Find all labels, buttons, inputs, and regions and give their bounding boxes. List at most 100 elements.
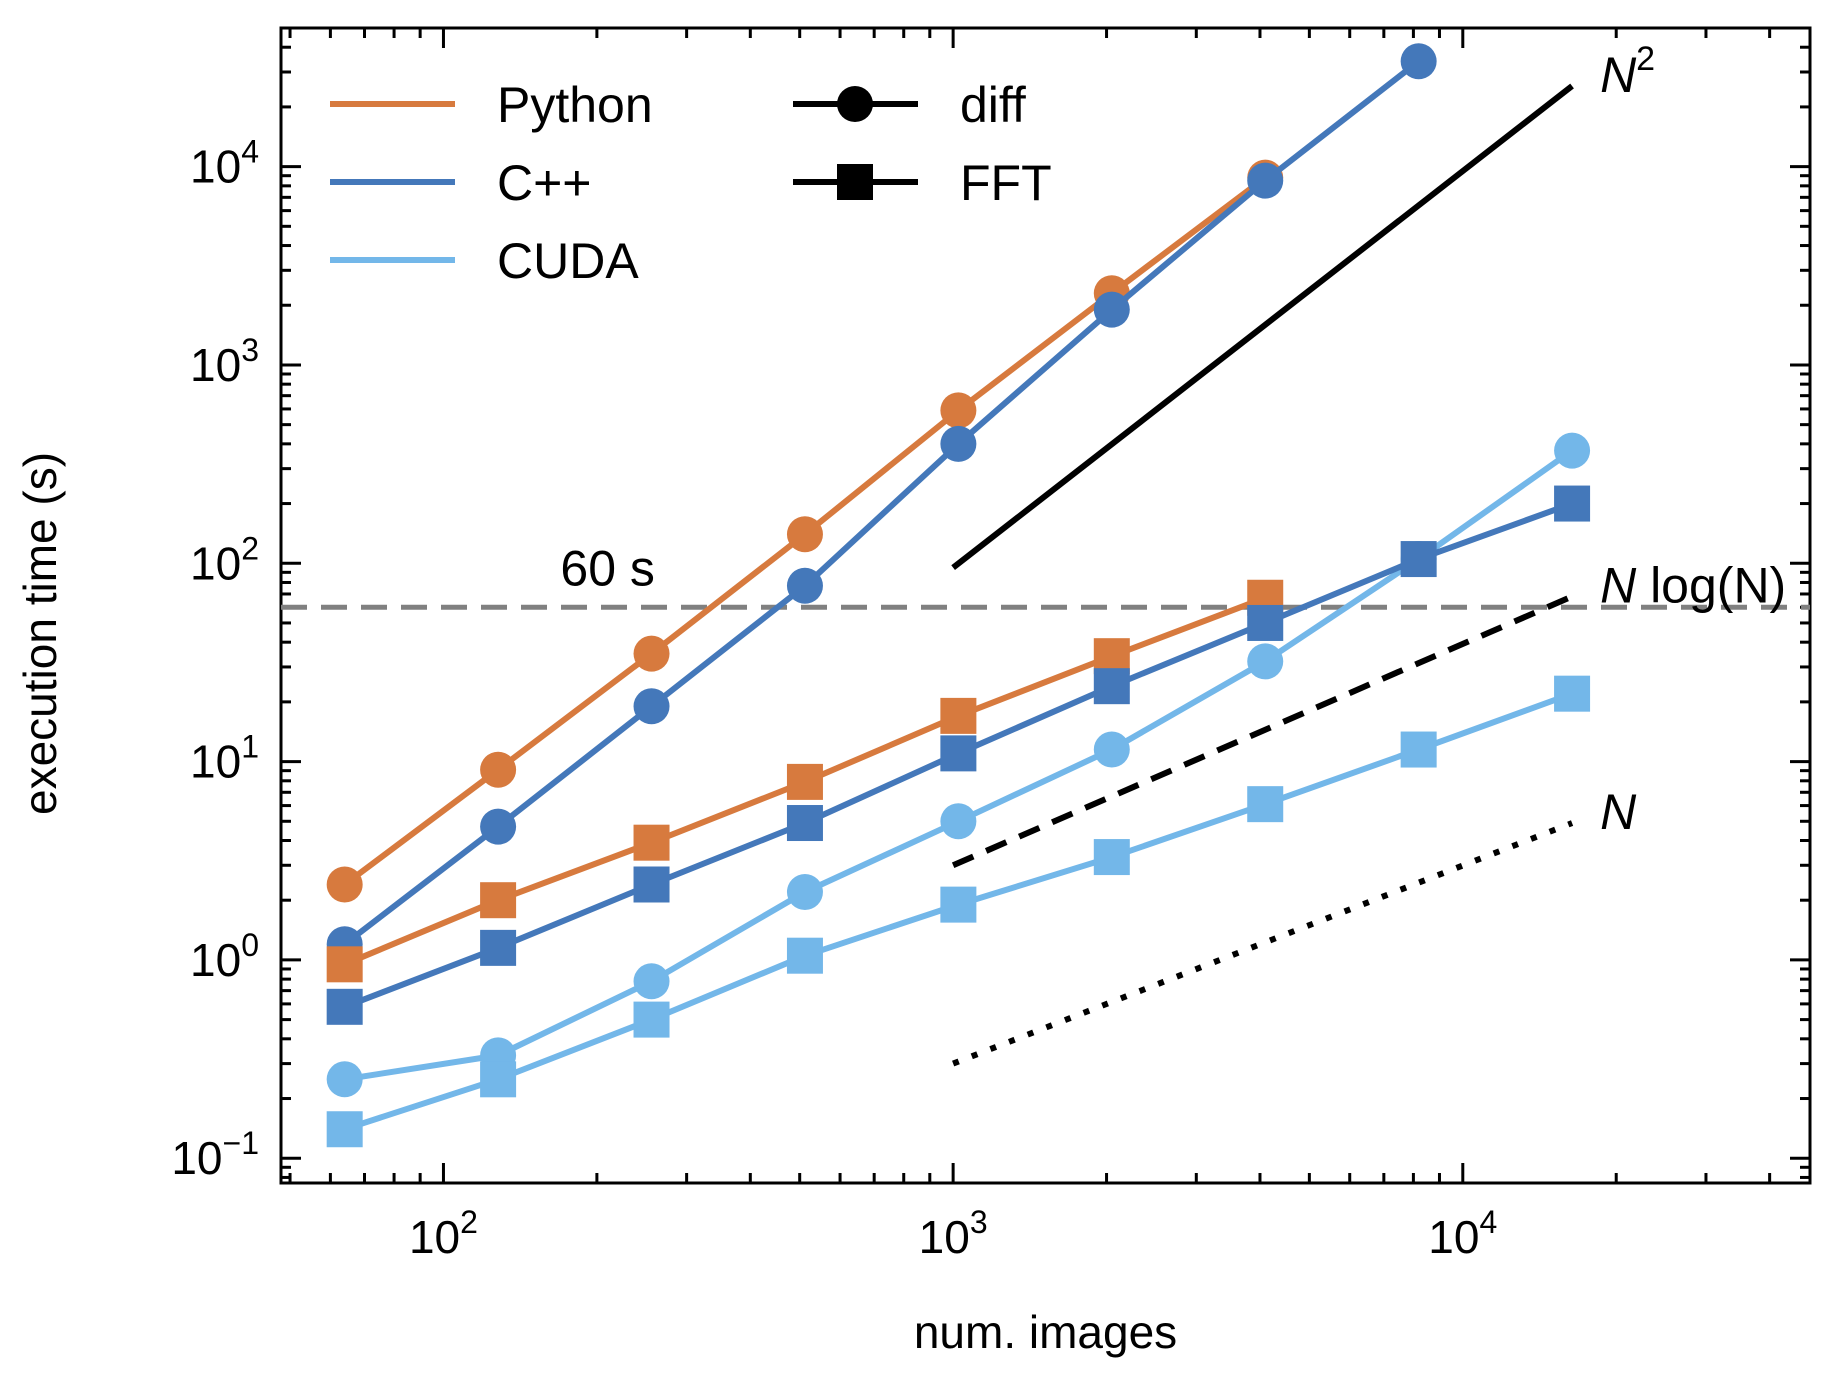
data-point-cuda-fft — [1093, 839, 1130, 876]
series-cplusplus-diff — [326, 43, 1437, 963]
data-point-cplusplus-fft — [940, 735, 977, 772]
reference-label-dotted: N — [1600, 784, 1637, 840]
tick-base: 10 — [190, 339, 241, 391]
data-point-python-diff — [633, 635, 670, 672]
tick-exponent: 4 — [241, 134, 259, 170]
tick-exponent: 3 — [241, 332, 259, 368]
tick-exponent: 4 — [1479, 1204, 1497, 1240]
data-point-python-fft — [480, 882, 517, 919]
series-line-cplusplus-diff — [342, 58, 1421, 947]
data-point-cplusplus-diff — [1400, 43, 1437, 80]
data-point-python-fft — [940, 697, 977, 734]
legend-label-diff: diff — [960, 77, 1026, 133]
tick-base: 10 — [190, 934, 241, 986]
data-point-cuda-fft — [786, 937, 823, 974]
data-point-cuda-fft — [633, 1001, 670, 1038]
data-point-cuda-fft — [1554, 675, 1591, 712]
data-point-cplusplus-fft — [1247, 604, 1284, 641]
series-cuda-diff — [326, 432, 1591, 1098]
threshold-label: 60 s — [560, 540, 655, 596]
y-tick-label: 101 — [190, 729, 259, 788]
threshold-group: 60 s — [281, 540, 1810, 610]
data-point-cplusplus-fft — [326, 988, 363, 1025]
data-point-cuda-fft — [480, 1061, 517, 1098]
y-tick-label: 104 — [190, 134, 259, 193]
data-point-cuda-diff — [326, 1061, 363, 1098]
data-point-cuda-diff — [786, 873, 823, 910]
legend-marker-fft — [837, 164, 873, 200]
tick-exponent: 2 — [460, 1204, 478, 1240]
data-point-cplusplus-fft — [633, 866, 670, 903]
reference-line-solid — [951, 83, 1574, 571]
y-tick-label: 10−1 — [171, 1125, 259, 1184]
data-point-cplusplus-diff — [1093, 291, 1130, 328]
tick-base: 10 — [190, 141, 241, 193]
data-point-python-fft — [633, 824, 670, 861]
reference-label-exponent: 2 — [1636, 40, 1655, 78]
tick-base: 10 — [919, 1211, 970, 1263]
data-point-python-diff — [480, 751, 517, 788]
y-tick-label: 103 — [190, 332, 259, 391]
tick-exponent: 0 — [241, 927, 259, 963]
legend-label-cplusplus: C++ — [497, 155, 592, 211]
data-point-python-diff — [786, 516, 823, 553]
data-point-cplusplus-diff — [1247, 162, 1284, 199]
data-point-cplusplus-diff — [480, 808, 517, 845]
y-tick-label: 100 — [190, 927, 259, 986]
tick-exponent: 3 — [970, 1204, 988, 1240]
legend-marker-diff — [837, 86, 873, 122]
data-point-cuda-diff — [1554, 432, 1591, 469]
reference-line-dashed — [951, 593, 1574, 869]
series-group — [326, 43, 1591, 1148]
tick-exponent: 1 — [241, 729, 259, 765]
data-point-cplusplus-fft — [1400, 541, 1437, 578]
major-ticks — [281, 28, 1810, 1183]
legend-label-fft: FFT — [960, 155, 1052, 211]
data-point-python-fft — [326, 946, 363, 983]
x-tick-label: 103 — [919, 1204, 988, 1263]
series-cplusplus-fft — [326, 485, 1591, 1025]
data-point-python-fft — [786, 763, 823, 800]
data-point-python-diff — [940, 392, 977, 429]
tick-base: 10 — [409, 1211, 460, 1263]
minor-ticks — [281, 26, 1810, 1183]
reference-label-symbol: N — [1600, 784, 1637, 840]
data-point-cuda-diff — [940, 803, 977, 840]
data-point-cuda-fft — [1247, 786, 1284, 823]
data-point-cuda-fft — [940, 886, 977, 923]
data-point-cuda-fft — [1400, 731, 1437, 768]
reference-label-symbol: N — [1600, 557, 1637, 613]
data-point-cuda-fft — [326, 1111, 363, 1148]
tick-exponent: −1 — [223, 1125, 259, 1161]
x-tick-labels: 102 103 104 — [409, 1204, 1497, 1263]
tick-base: 10 — [171, 1132, 222, 1184]
x-tick-label: 104 — [1428, 1204, 1497, 1263]
data-point-cplusplus-fft — [480, 929, 517, 966]
reference-label-solid: N2 — [1600, 40, 1655, 103]
reference-label-dashed: N log(N) — [1600, 557, 1786, 613]
tick-exponent: 2 — [241, 530, 259, 566]
data-point-cplusplus-diff — [786, 567, 823, 604]
series-cuda-fft — [326, 675, 1591, 1148]
data-point-cplusplus-diff — [940, 425, 977, 462]
tick-base: 10 — [190, 537, 241, 589]
reference-label-symbol: N — [1600, 47, 1637, 103]
data-point-cuda-diff — [633, 963, 670, 1000]
x-axis-title: num. images — [914, 1306, 1177, 1358]
reference-label-rest: log(N) — [1636, 557, 1786, 613]
data-point-python-diff — [326, 866, 363, 903]
tick-base: 10 — [190, 736, 241, 788]
legend-label-python: Python — [497, 77, 653, 133]
y-tick-label: 102 — [190, 530, 259, 589]
y-axis-title: execution time (s) — [14, 452, 66, 815]
x-tick-label: 102 — [409, 1204, 478, 1263]
tick-base: 10 — [1428, 1211, 1479, 1263]
reference-lines: N2N log(N)N — [951, 40, 1786, 1067]
data-point-cplusplus-fft — [1554, 485, 1591, 522]
data-point-cplusplus-diff — [633, 688, 670, 725]
data-point-cuda-diff — [1247, 643, 1284, 680]
data-point-cplusplus-fft — [786, 805, 823, 842]
